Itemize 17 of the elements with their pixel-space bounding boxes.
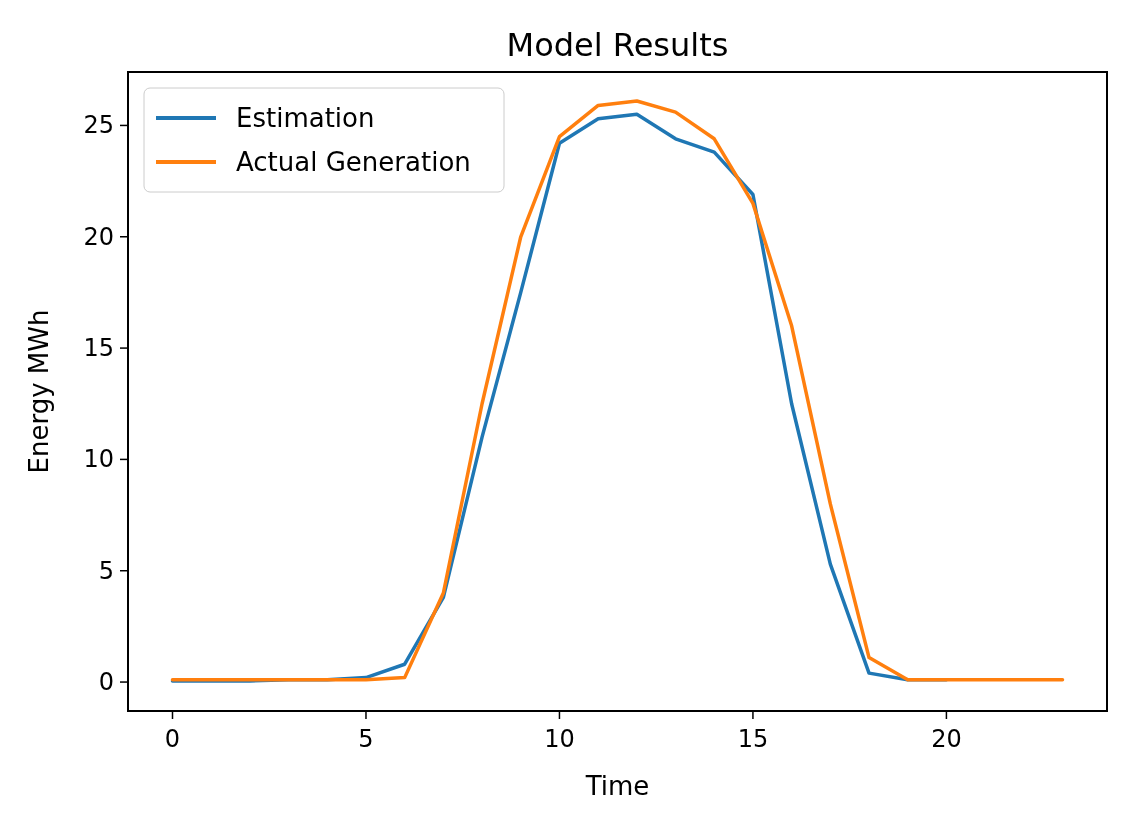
x-tick-label: 20 — [931, 725, 962, 753]
x-axis-title: Time — [584, 771, 650, 801]
line-series — [170, 99, 1065, 682]
x-tick-label: 15 — [737, 725, 769, 753]
y-tick-label: 5 — [98, 556, 114, 585]
x-tick-label: 10 — [544, 725, 575, 753]
y-tick-label: 20 — [83, 222, 114, 251]
y-tick-label: 15 — [83, 334, 114, 363]
x-tick-label: 0 — [164, 725, 181, 753]
legend-label: Actual Generation — [236, 147, 471, 177]
y-tick-label: 25 — [83, 111, 114, 140]
x-tick-label: 5 — [358, 725, 374, 753]
chart-title: Model Results — [506, 26, 729, 64]
y-axis-title: Energy MWh — [24, 309, 54, 474]
y-tick-label: 10 — [83, 445, 114, 474]
y-tick-label: 0 — [98, 668, 114, 697]
legend-label: Estimation — [236, 103, 375, 133]
